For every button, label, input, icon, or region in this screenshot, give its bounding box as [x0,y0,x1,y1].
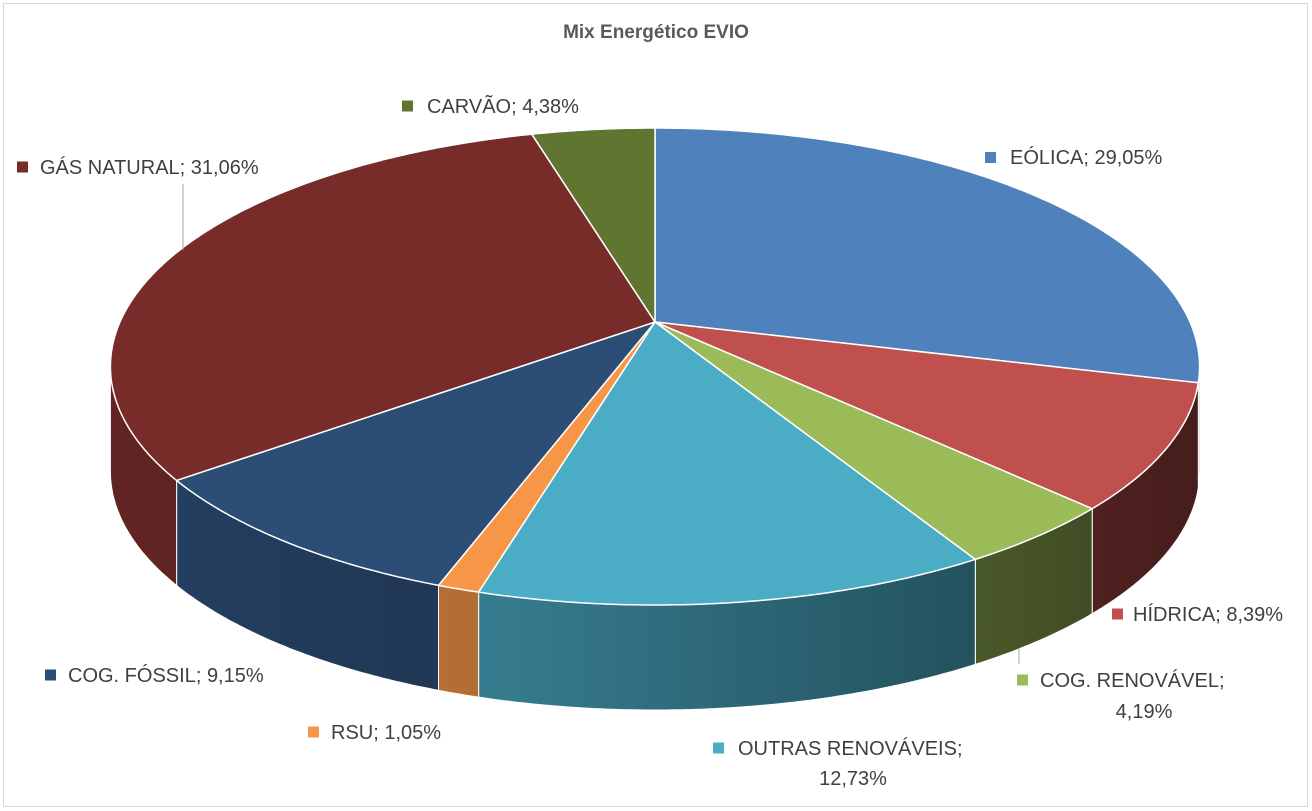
label-separator: ; [373,722,384,744]
category-label: CARVÃO [427,94,511,118]
pie-slice-side-rsu [438,584,480,698]
data-label-carvao: CARVÃO; 4,38% [402,94,579,118]
value-label: 9,15% [207,665,264,687]
data-label-text-cog-renovavel: COG. RENOVÁVEL; [1040,669,1230,692]
pie-slice-rsu [437,321,656,593]
label-marker-hidrica [1112,608,1123,620]
data-label-text-gas-natural: GÁS NATURAL; 31,06% [40,156,259,179]
pie-slice-gas-natural [109,133,656,482]
data-label-text-hidrica: HÍDRICA; 8,39% [1133,603,1283,626]
category-label: RSU [331,722,373,744]
value-label: 1,05% [384,722,441,744]
data-label-cog-renovavel: COG. RENOVÁVEL; 4,19% [1017,669,1230,723]
label-separator: ; [1083,147,1094,169]
label-separator: ; [196,665,207,687]
data-label-text-eolica: EÓLICA; 29,05% [1010,146,1163,169]
label-separator: ; [1219,670,1230,692]
data-label-hidrica: HÍDRICA; 8,39% [1112,603,1283,626]
value-label: 29,05% [1094,147,1162,169]
value-label: 12,73% [819,768,887,790]
data-label-text-outras-renovaveis: OUTRAS RENOVÁVEIS; [738,737,968,760]
label-separator: ; [180,157,191,179]
value-label: 4,38% [522,96,579,118]
category-label: COG. RENOVÁVEL [1040,669,1219,692]
label-separator: ; [1215,604,1226,626]
data-label-outras-renovaveis: OUTRAS RENOVÁVEIS; 12,73% [713,737,968,790]
category-label: GÁS NATURAL [40,156,180,179]
pie-slice-carvao [531,127,656,323]
data-label-rsu: RSU; 1,05% [308,722,441,744]
pie-slice-hidrica [654,321,1200,510]
pie-slice-outras-renovaveis [477,321,977,606]
data-label-text-cog-fossil: COG. FÓSSIL; 9,15% [68,664,264,687]
label-marker-carvao [402,100,413,112]
label-marker-eolica [985,152,996,163]
label-separator: ; [511,96,522,118]
label-marker-cog-fossil [45,669,56,681]
data-label-text-rsu: RSU; 1,05% [331,722,441,744]
value-label: 8,39% [1226,604,1283,626]
pie-slice-cog-renovavel [654,321,1093,561]
label-marker-outras-renovaveis [713,742,724,754]
data-label-gas-natural: GÁS NATURAL; 31,06% [17,156,259,179]
pie-slice-eolica [654,127,1201,384]
data-labels: EÓLICA; 29,05% HÍDRICA; 8,39% COG. RENOVÁV… [17,94,1283,790]
data-label-eolica: EÓLICA; 29,05% [985,146,1163,169]
data-label-text-carvao: CARVÃO; 4,38% [427,94,579,118]
chart-title: Mix Energético EVIO [563,22,749,43]
label-marker-gas-natural [17,161,28,173]
category-label: OUTRAS RENOVÁVEIS [738,737,957,760]
label-marker-cog-renovavel [1017,674,1028,686]
pie-slices [109,127,1201,606]
data-label-cog-fossil: COG. FÓSSIL; 9,15% [45,664,264,687]
category-label: COG. FÓSSIL [68,664,196,687]
category-label: EÓLICA [1010,146,1084,169]
label-marker-rsu [308,726,319,738]
value-label: 31,06% [191,157,259,179]
label-separator: ; [957,738,968,760]
pie-slice-cog-fossil [175,321,656,587]
leader-lines [182,184,1020,664]
category-label: HÍDRICA [1133,603,1216,626]
value-label: 4,19% [1116,701,1173,723]
